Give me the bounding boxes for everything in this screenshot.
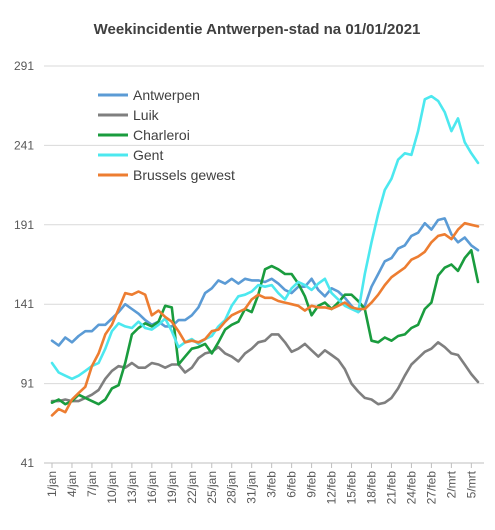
x-tick-label: 10/jan (105, 471, 119, 504)
x-tick-label: 1/jan (45, 471, 59, 497)
x-tick-label: 18/feb (365, 471, 379, 505)
x-tick-label: 4/jan (65, 471, 79, 497)
legend-label: Brussels gewest (133, 167, 235, 183)
legend-label: Gent (133, 147, 163, 163)
y-tick-label: 191 (14, 218, 34, 232)
x-tick-label: 3/feb (265, 471, 279, 498)
y-tick-label: 91 (21, 377, 35, 391)
y-tick-label: 291 (14, 59, 34, 73)
x-tick-label: 24/feb (404, 471, 418, 505)
chart-title: Weekincidentie Antwerpen-stad na 01/01/2… (94, 21, 421, 38)
series-line-antwerpen (50, 217, 480, 347)
series-line-gent (50, 94, 480, 381)
y-tick-label: 241 (14, 138, 34, 152)
x-tick-label: 15/feb (345, 471, 359, 505)
x-tick-label: 5/mrt (464, 470, 478, 498)
x-tick-label: 12/feb (325, 471, 339, 505)
y-tick-label: 141 (14, 297, 34, 311)
x-tick-label: 27/feb (424, 471, 438, 505)
series-line-charleroi (50, 248, 480, 406)
x-tick-label: 13/jan (125, 471, 139, 504)
x-axis-tick-labels: 1/jan 4/jan 7/jan 10/jan 13/jan 16/jan 19/jan 2… (45, 463, 478, 504)
series-line-luik (50, 333, 480, 406)
legend: Antwerpen Luik Charleroi Gent Brussels gewes… (98, 87, 235, 183)
x-tick-label: 31/jan (245, 471, 259, 504)
y-tick-label: 41 (21, 456, 35, 470)
x-tick-label: 22/jan (185, 471, 199, 504)
legend-label: Antwerpen (133, 87, 200, 103)
x-tick-label: 19/jan (165, 471, 179, 504)
x-tick-label: 9/feb (305, 471, 319, 498)
legend-label: Charleroi (133, 127, 190, 143)
x-tick-label: 16/jan (145, 471, 159, 504)
gridlines (44, 65, 484, 464)
series-lines (50, 94, 480, 417)
series-line-brussels-gewest (50, 221, 480, 417)
x-tick-label: 25/jan (205, 471, 219, 504)
x-tick-label: 6/feb (285, 471, 299, 498)
x-tick-label: 28/jan (225, 471, 239, 504)
y-axis-tick-labels: 41 91 141 191 241 291 (14, 59, 34, 470)
x-tick-label: 7/jan (85, 471, 99, 497)
legend-label: Luik (133, 107, 160, 123)
x-tick-label: 21/feb (384, 471, 398, 505)
x-tick-label: 2/mrt (444, 470, 458, 498)
